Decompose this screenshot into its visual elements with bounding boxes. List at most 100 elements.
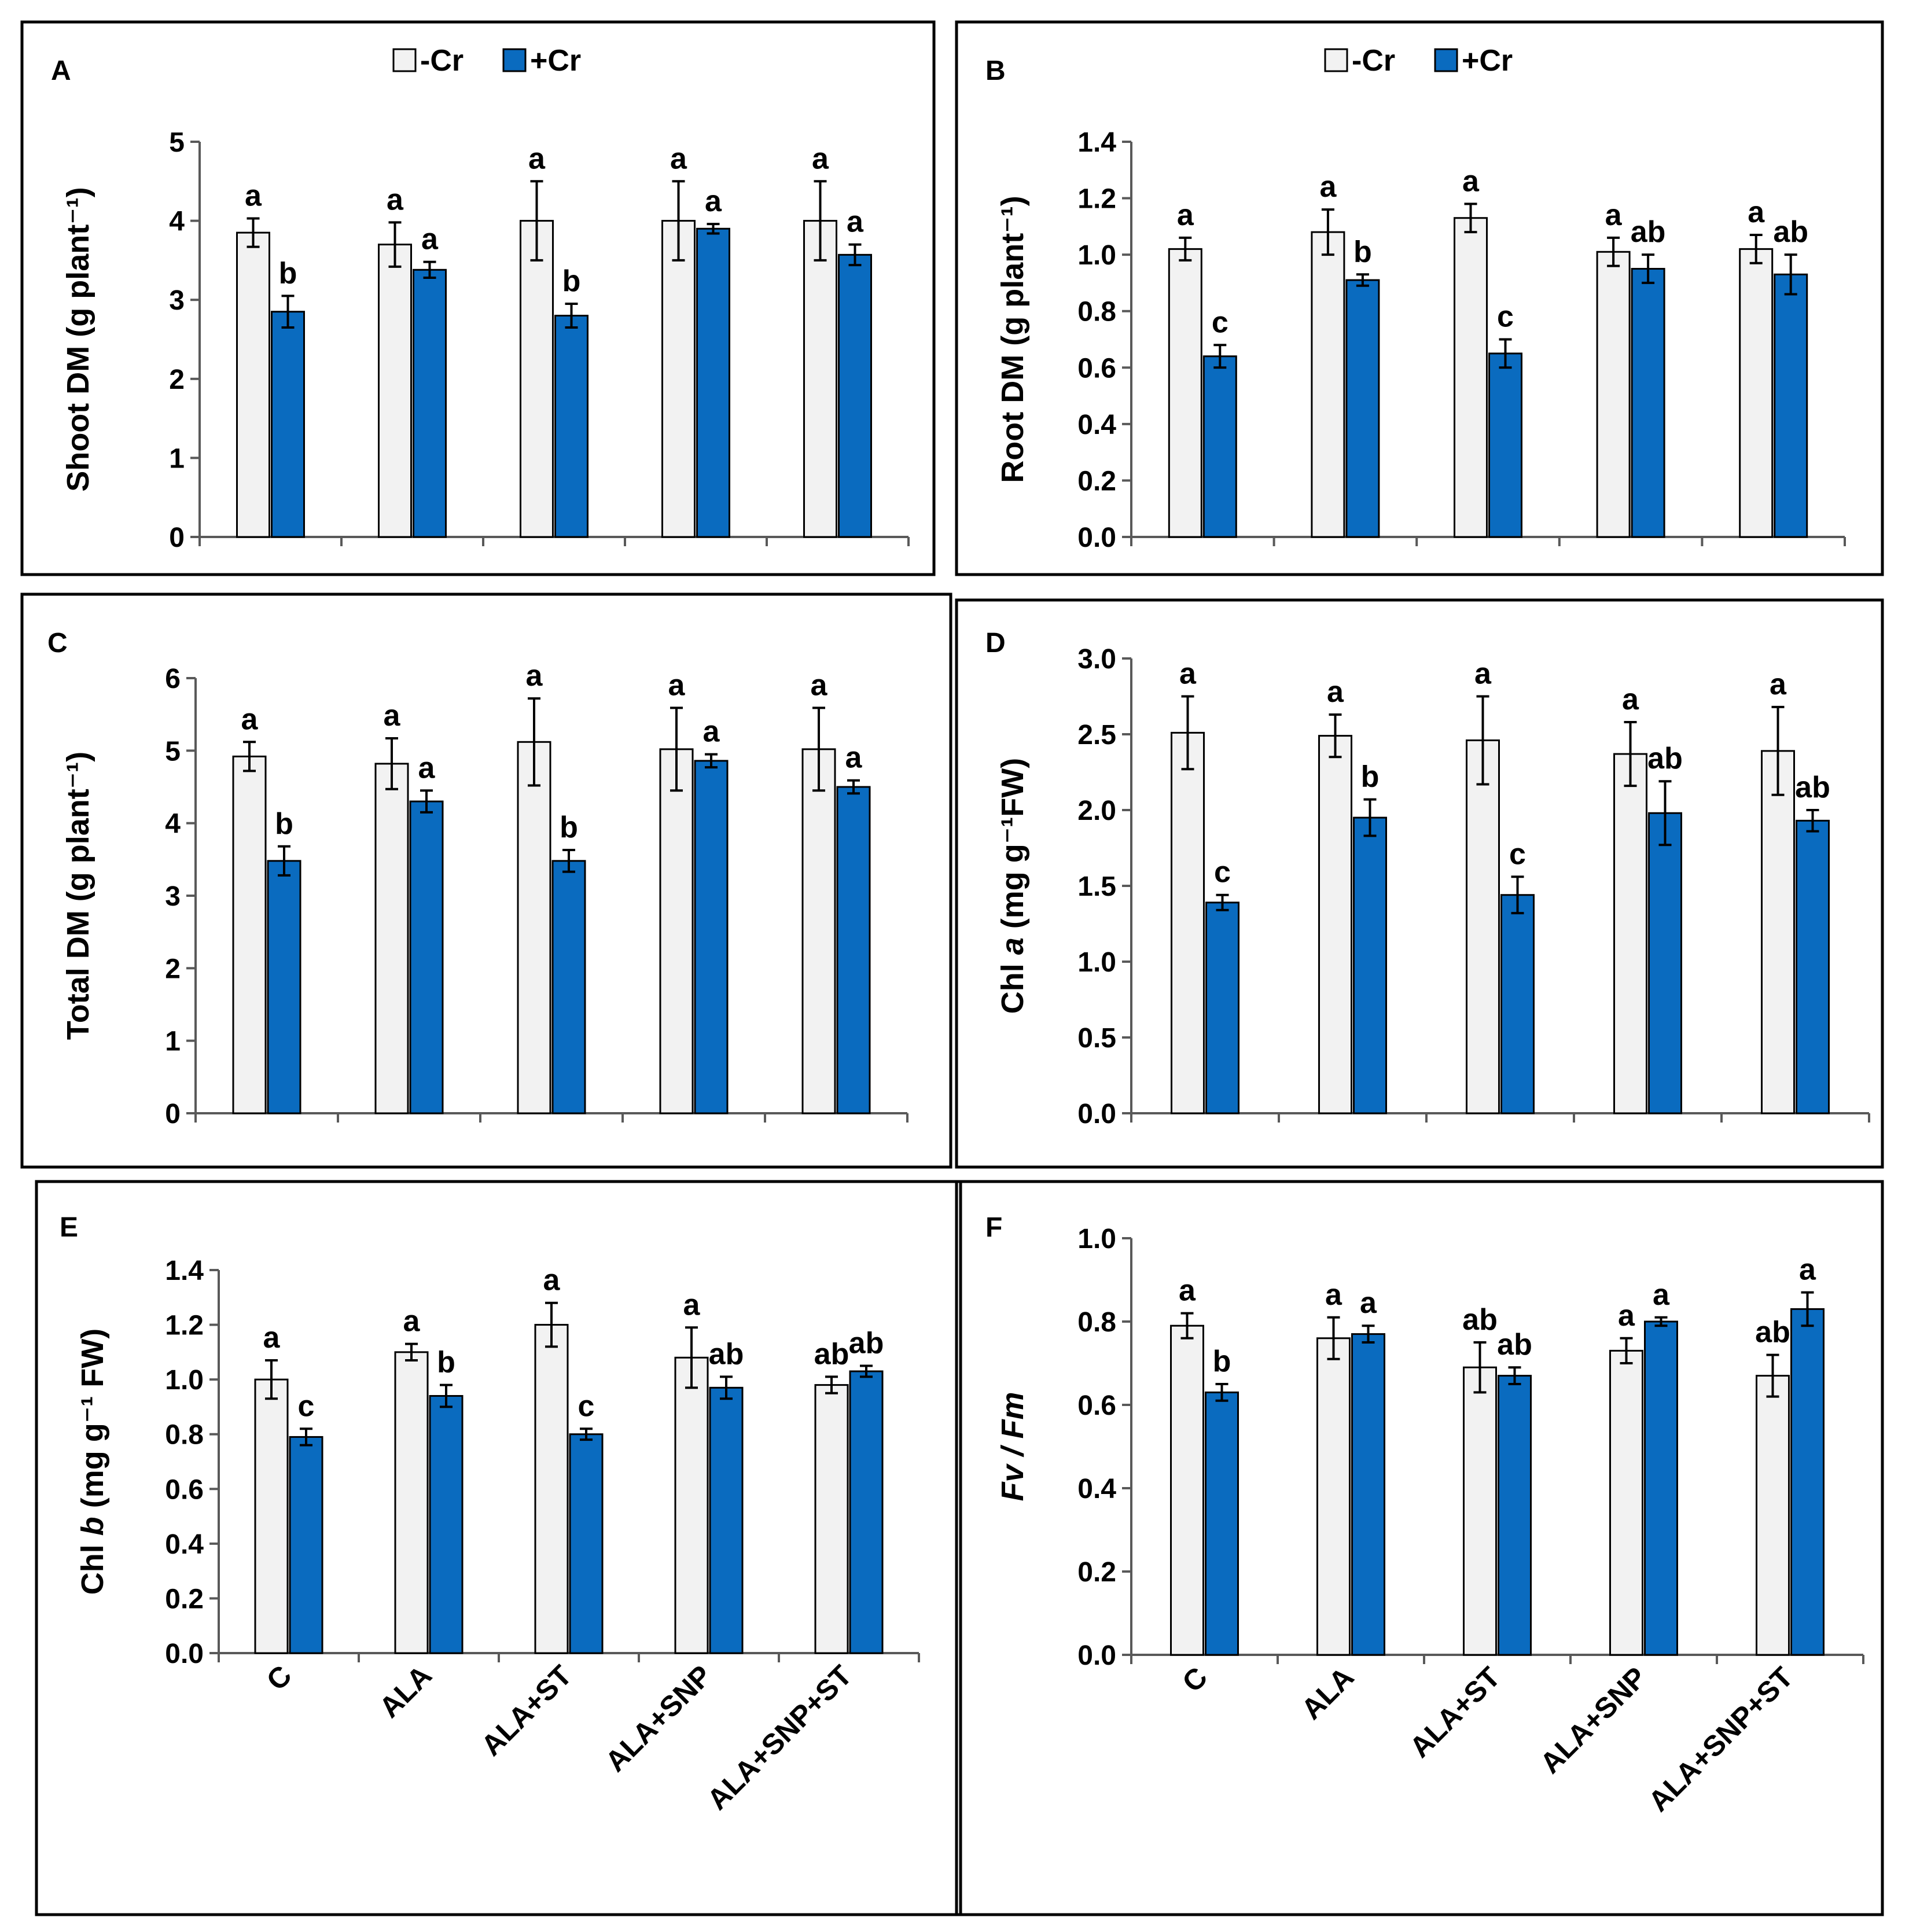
bar-plus-cr-ala — [1345, 279, 1380, 538]
significance-letter: c — [1214, 856, 1231, 889]
y-tick-label: 0.5 — [1077, 1023, 1116, 1054]
significance-letter: b — [1361, 760, 1380, 794]
bar-minus-cr-ala — [1318, 735, 1352, 1114]
significance-letter: ab — [849, 1327, 884, 1360]
y-axis-title: Chl b (mg g⁻¹ FW) — [75, 1329, 110, 1595]
y-tick-label: 1.0 — [165, 1365, 204, 1396]
y-tick-label: 3 — [165, 881, 181, 912]
significance-letter: ab — [1795, 771, 1830, 804]
significance-letter: a — [528, 142, 546, 175]
y-tick-label: 1.4 — [165, 1256, 204, 1286]
y-tick-label: 3 — [169, 285, 185, 316]
y-tick-label: 0.8 — [165, 1420, 204, 1451]
panel-letter: A — [51, 56, 71, 86]
y-tick-label: 0.8 — [1077, 1307, 1116, 1338]
y-tick-label: 5 — [169, 127, 185, 158]
bar-minus-cr-c — [232, 755, 267, 1114]
bar-minus-cr-c — [1171, 731, 1205, 1114]
y-tick-label: 0.4 — [1077, 1474, 1116, 1504]
bar-minus-cr-ala-snp — [1596, 251, 1631, 538]
bar-plus-cr-c — [1202, 355, 1237, 538]
bar-minus-cr-ala-st — [534, 1324, 569, 1654]
y-tick-label: 2.5 — [1077, 720, 1116, 750]
y-axis-title: Root DM (g plant⁻¹) — [995, 196, 1030, 483]
significance-letter: a — [387, 183, 404, 216]
panel-frame — [955, 598, 1884, 1169]
significance-letter: c — [298, 1389, 315, 1423]
panel-letter: B — [985, 56, 1006, 86]
significance-letter: b — [1353, 235, 1372, 268]
y-tick-label: 0 — [169, 522, 185, 553]
panel-b: B 0.0 0.2 0.4 0.6 0.8 1.0 1.2 1.4 Root DM (g plan… — [955, 20, 1884, 576]
y-tick-label: 1.0 — [1077, 1224, 1116, 1254]
significance-letter: a — [1770, 668, 1787, 701]
bar-minus-cr-c — [1168, 248, 1202, 538]
legend-label-minus-cr: -Cr — [1352, 44, 1395, 78]
bar-minus-cr-ala-snp — [1613, 753, 1647, 1114]
significance-letter: c — [1212, 306, 1228, 339]
y-tick-label: 3.0 — [1077, 644, 1116, 675]
bar-plus-cr-ala-st — [1488, 352, 1522, 538]
y-tick-label: 1.2 — [1077, 184, 1116, 215]
y-tick-label: 0.2 — [165, 1584, 204, 1614]
bar-minus-cr-ala — [1316, 1337, 1351, 1656]
bar-minus-cr-c — [1170, 1324, 1204, 1656]
significance-letter: a — [845, 741, 863, 775]
y-tick-label: 2 — [169, 365, 185, 395]
significance-letter: a — [703, 715, 720, 749]
bar-minus-cr-c — [254, 1378, 289, 1654]
significance-letter: a — [418, 751, 436, 785]
y-tick-label: 0.4 — [165, 1529, 204, 1560]
y-tick-label: 4 — [169, 207, 185, 237]
significance-letter: a — [384, 699, 401, 733]
bar-minus-cr-ala — [378, 244, 412, 538]
bar-minus-cr-ala-snp — [661, 220, 696, 538]
bar-minus-cr-ala-st — [1454, 217, 1488, 538]
bar-minus-cr-ala — [374, 763, 409, 1114]
significance-letter: ab — [1497, 1328, 1532, 1361]
y-tick-label: 0.6 — [1077, 353, 1116, 384]
y-axis-title-italic: Fv / Fm — [995, 1392, 1030, 1501]
y-tick-label: 1 — [169, 443, 185, 474]
bar-minus-cr-ala-st — [1463, 1366, 1497, 1656]
significance-letter: a — [1177, 198, 1194, 232]
y-tick-label: 0.6 — [1077, 1390, 1116, 1421]
legend-swatch-plus-cr — [502, 48, 527, 72]
panel-letter: C — [47, 628, 68, 658]
significance-letter: a — [1799, 1253, 1816, 1287]
significance-letter: a — [263, 1321, 281, 1355]
bar-minus-cr-ala-st — [1466, 739, 1500, 1114]
y-tick-label: 1.4 — [1077, 127, 1116, 158]
significance-letter: a — [683, 1288, 701, 1322]
significance-letter: a — [1622, 683, 1639, 716]
significance-letter: a — [526, 659, 543, 693]
bar-minus-cr-ala-snp-st — [801, 748, 836, 1114]
y-tick-label: 5 — [165, 736, 181, 767]
significance-letter: a — [1474, 657, 1492, 691]
significance-letter: ab — [1755, 1316, 1790, 1349]
significance-letter: a — [1360, 1286, 1377, 1320]
significance-letter: b — [560, 811, 578, 844]
bar-plus-cr-ala-st — [551, 860, 586, 1114]
panel-frame — [955, 20, 1884, 576]
bar-minus-cr-ala-snp-st — [803, 220, 837, 538]
significance-letter: a — [1605, 198, 1623, 232]
bar-minus-cr-ala-snp — [1609, 1349, 1643, 1656]
y-axis-title-italic: b — [75, 1517, 110, 1536]
significance-letter: ab — [1773, 215, 1808, 249]
bar-plus-cr-ala — [409, 800, 444, 1114]
y-tick-label: 4 — [165, 809, 181, 840]
y-tick-label: 1.2 — [165, 1311, 204, 1341]
significance-letter: a — [705, 185, 722, 218]
significance-letter: c — [1509, 837, 1526, 871]
legend-swatch-minus-cr — [392, 48, 417, 72]
legend-label-plus-cr: +Cr — [1462, 44, 1513, 78]
bar-plus-cr-c — [271, 311, 305, 538]
panel-frame — [955, 1180, 1884, 1916]
bar-plus-cr-c — [267, 860, 301, 1114]
bar-plus-cr-ala-snp — [1644, 1320, 1678, 1656]
significance-letter: ab — [1462, 1303, 1498, 1337]
legend-swatch-minus-cr — [1324, 48, 1348, 72]
